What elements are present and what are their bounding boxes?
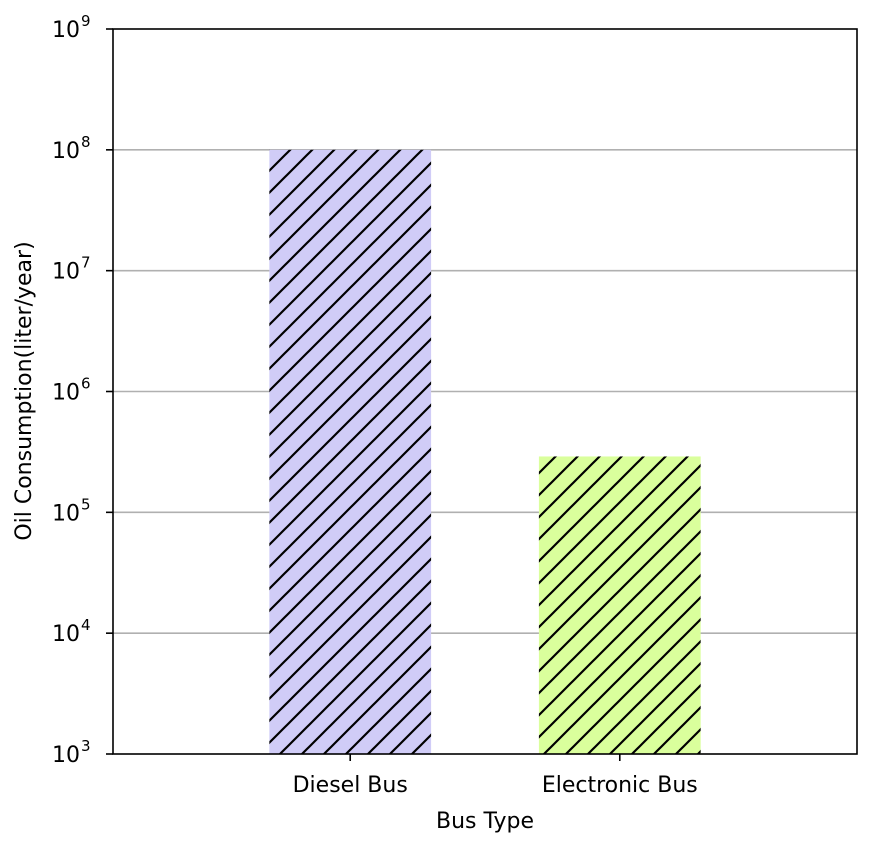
- y-tick-label: 10: [52, 381, 80, 406]
- x-axis-ticks: Diesel Bus Electronic Bus: [293, 754, 698, 798]
- bars: [269, 149, 701, 754]
- y-tick-label: 10: [52, 139, 80, 164]
- x-tick-label: Electronic Bus: [542, 773, 698, 798]
- y-tick-label: 10: [52, 501, 80, 526]
- y-axis-label: Oil Consumption(liter/year): [12, 241, 37, 540]
- y-tick-label: 10: [52, 260, 80, 285]
- y-tick-label: 10: [52, 743, 80, 768]
- y-tick-label: 10: [52, 622, 80, 647]
- y-tick-exponent: 7: [81, 254, 91, 272]
- y-tick-exponent: 3: [81, 737, 91, 755]
- y-tick-exponent: 9: [81, 12, 91, 30]
- y-tick-exponent: 5: [81, 495, 91, 513]
- bar-hatch: [538, 456, 701, 754]
- grid-lines: [113, 149, 857, 634]
- x-axis-label: Bus Type: [436, 809, 534, 834]
- y-tick-exponent: 8: [81, 133, 91, 151]
- y-tick-label: 10: [52, 18, 80, 43]
- y-tick-exponent: 6: [81, 375, 91, 393]
- bar-hatch: [269, 149, 432, 754]
- y-tick-exponent: 4: [81, 616, 91, 634]
- x-tick-label: Diesel Bus: [293, 773, 408, 798]
